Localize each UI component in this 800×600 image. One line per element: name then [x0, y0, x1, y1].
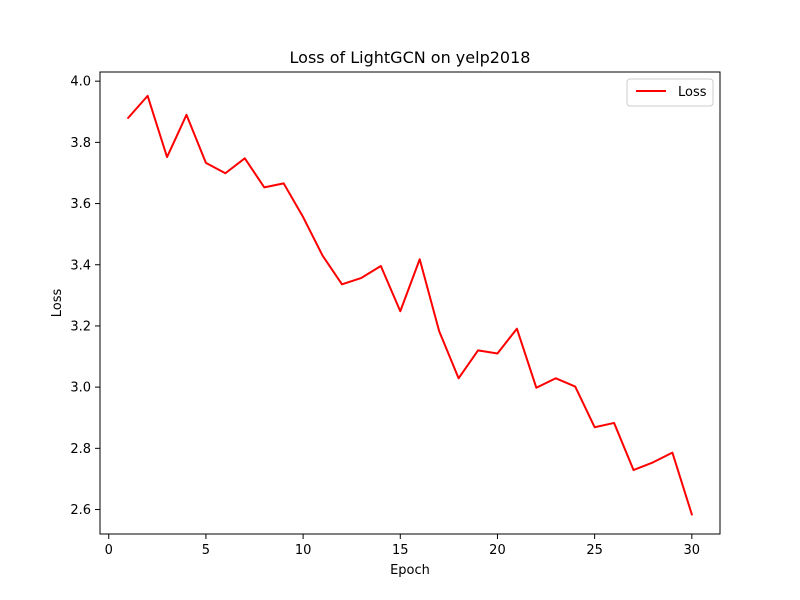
y-axis-label: Loss — [50, 289, 65, 318]
y-tick-label: 4.0 — [70, 75, 91, 90]
x-tick-label: 20 — [489, 543, 506, 558]
x-tick-label: 15 — [392, 543, 409, 558]
y-tick-label: 3.2 — [70, 319, 91, 334]
x-tick-label: 0 — [105, 543, 113, 558]
plot-area: 0 5 10 15 20 25 30 2.6 2.8 3.0 3.2 3.4 3.6 3.8 4.0 — [70, 71, 721, 558]
x-tick-label: 10 — [295, 543, 312, 558]
y-tick-label: 2.6 — [70, 503, 91, 518]
y-tick-label: 3.6 — [70, 197, 91, 212]
x-tick-label: 5 — [202, 543, 210, 558]
legend: Loss — [626, 78, 714, 107]
y-tick-label: 3.4 — [70, 258, 91, 273]
chart-title: Loss of LightGCN on yelp2018 — [290, 48, 531, 67]
x-tick-label: 30 — [684, 543, 701, 558]
y-tick-label: 2.8 — [70, 442, 91, 457]
plot-frame — [99, 71, 721, 535]
legend-label-loss: Loss — [678, 85, 707, 100]
series-layer — [126, 94, 694, 516]
y-tick-label: 3.8 — [70, 136, 91, 151]
y-tick-label: 3.0 — [70, 381, 91, 396]
x-tick-label: 25 — [586, 543, 603, 558]
x-axis-label: Epoch — [390, 563, 430, 578]
legend-box — [626, 78, 714, 107]
x-axis: 0 5 10 15 20 25 30 — [105, 534, 700, 558]
series-line-loss — [126, 94, 694, 516]
y-axis: 2.6 2.8 3.0 3.2 3.4 3.6 3.8 4.0 — [70, 75, 100, 518]
